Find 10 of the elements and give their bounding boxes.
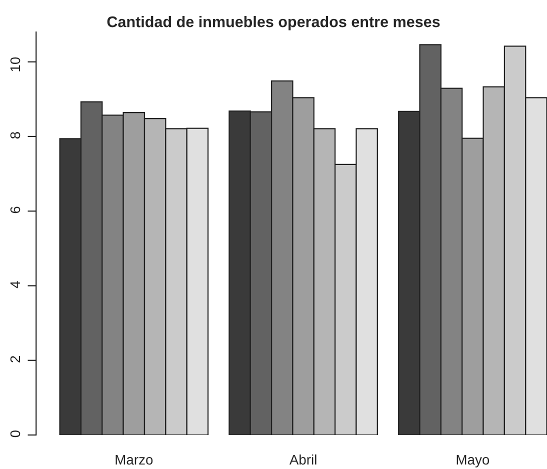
x-tick-label: Mayo	[456, 454, 490, 468]
y-tick-label: 0	[10, 430, 20, 438]
y-tick-label: 2	[10, 356, 20, 362]
y-tick-label: 4	[10, 281, 20, 288]
x-tick-label: Abril	[289, 454, 316, 465]
y-tick-label: 8	[10, 132, 20, 139]
y-tick-label: 6	[10, 206, 20, 214]
x-tick-label: Marzo	[116, 454, 153, 465]
y-tick-label: 10	[10, 57, 20, 72]
chart-title: Cantidad de inmuebles operados entre meses	[107, 16, 440, 30]
